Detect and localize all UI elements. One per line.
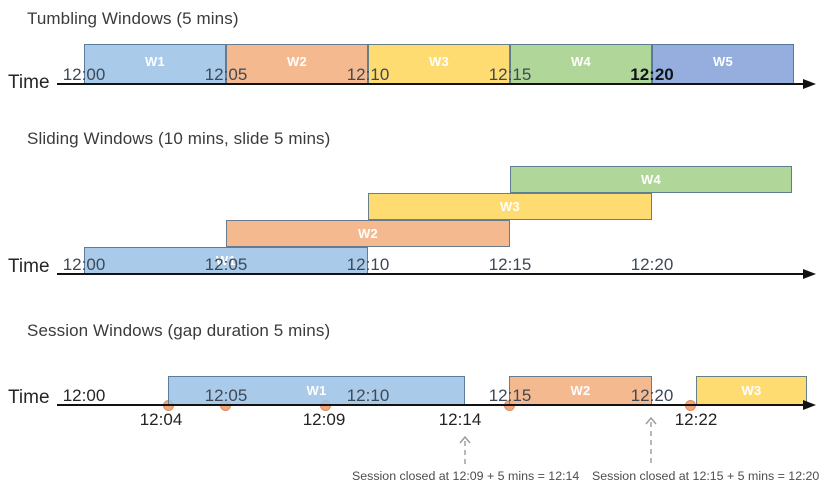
- dashed-up-arrow-icon: [645, 416, 657, 467]
- tumbling-tick-12:15: 12:15: [488, 65, 532, 84]
- tumbling-window-box-w5: W5: [652, 44, 794, 84]
- session-annotation-text: Session closed at 12:09 + 5 mins = 12:14: [352, 469, 580, 483]
- tumbling-window-box-w3: W3: [368, 44, 510, 84]
- tumbling-window-label: W4: [570, 53, 592, 69]
- sliding-window-label: W4: [640, 172, 662, 187]
- sliding-tick-12:10: 12:10: [346, 255, 390, 274]
- sliding-tick-12:20: 12:20: [630, 255, 674, 274]
- tumbling-window-box-w2: W2: [226, 44, 368, 84]
- tumbling-window-label: W2: [286, 53, 308, 69]
- sliding-window-box-w2: W2: [226, 220, 510, 247]
- sliding-timeline-axis: [57, 273, 804, 275]
- session-tick-12:10: 12:10: [346, 386, 390, 405]
- sliding-window-label: W3: [499, 199, 521, 214]
- tumbling-tick-12:05: 12:05: [204, 65, 248, 84]
- tumbling-window-box-w4: W4: [510, 44, 652, 84]
- sliding-window-box-w3: W3: [368, 193, 652, 220]
- sliding-tick-12:05: 12:05: [204, 255, 248, 274]
- sliding-tick-12:15: 12:15: [488, 255, 532, 274]
- tumbling-axis-arrowhead-icon: [803, 79, 816, 89]
- session-window-box-w3: W3: [696, 376, 807, 405]
- tumbling-window-box-w1: W1: [84, 44, 226, 84]
- session-tick-12:20: 12:20: [630, 386, 674, 405]
- session-axis-arrowhead-icon: [803, 400, 816, 410]
- sliding-title: Sliding Windows (10 mins, slide 5 mins): [27, 129, 331, 148]
- tumbling-title: Tumbling Windows (5 mins): [27, 9, 239, 28]
- session-window-label: W3: [741, 383, 762, 398]
- session-time-axis-label: Time: [8, 387, 50, 408]
- session-event-time-12:14: 12:14: [438, 410, 482, 429]
- session-window-box-w1: W1: [168, 376, 465, 405]
- tumbling-window-label: W3: [428, 53, 450, 69]
- tumbling-tick-12:10: 12:10: [346, 65, 390, 84]
- dashed-up-arrow-icon: [459, 435, 471, 467]
- sliding-axis-arrowhead-icon: [803, 269, 816, 279]
- session-annotation-text: Session closed at 12:15 + 5 mins = 12:20: [592, 469, 820, 483]
- tumbling-tick-12:00: 12:00: [62, 65, 106, 84]
- session-window-label: W1: [306, 383, 327, 398]
- sliding-time-axis-label: Time: [8, 256, 50, 277]
- sliding-window-box-w4: W4: [510, 166, 792, 193]
- session-event-time-12:04: 12:04: [139, 410, 183, 429]
- sliding-tick-12:00: 12:00: [62, 255, 106, 274]
- session-event-time-12:09: 12:09: [302, 410, 346, 429]
- tumbling-window-label: W1: [144, 53, 166, 69]
- tumbling-time-axis-label: Time: [8, 72, 50, 93]
- tumbling-window-label: W5: [712, 53, 734, 69]
- session-tick-12:15: 12:15: [488, 386, 532, 405]
- session-timeline-axis: [57, 404, 804, 406]
- session-tick-12:00: 12:00: [62, 386, 106, 405]
- session-title: Session Windows (gap duration 5 mins): [27, 321, 331, 340]
- tumbling-timeline-axis: [57, 83, 804, 85]
- session-tick-12:05: 12:05: [204, 386, 248, 405]
- sliding-window-label: W1: [215, 253, 237, 268]
- sliding-window-label: W2: [357, 226, 379, 241]
- session-event-time-12:22: 12:22: [674, 410, 718, 429]
- tumbling-tick-12:20: 12:20: [630, 65, 674, 84]
- session-window-label: W2: [570, 383, 591, 398]
